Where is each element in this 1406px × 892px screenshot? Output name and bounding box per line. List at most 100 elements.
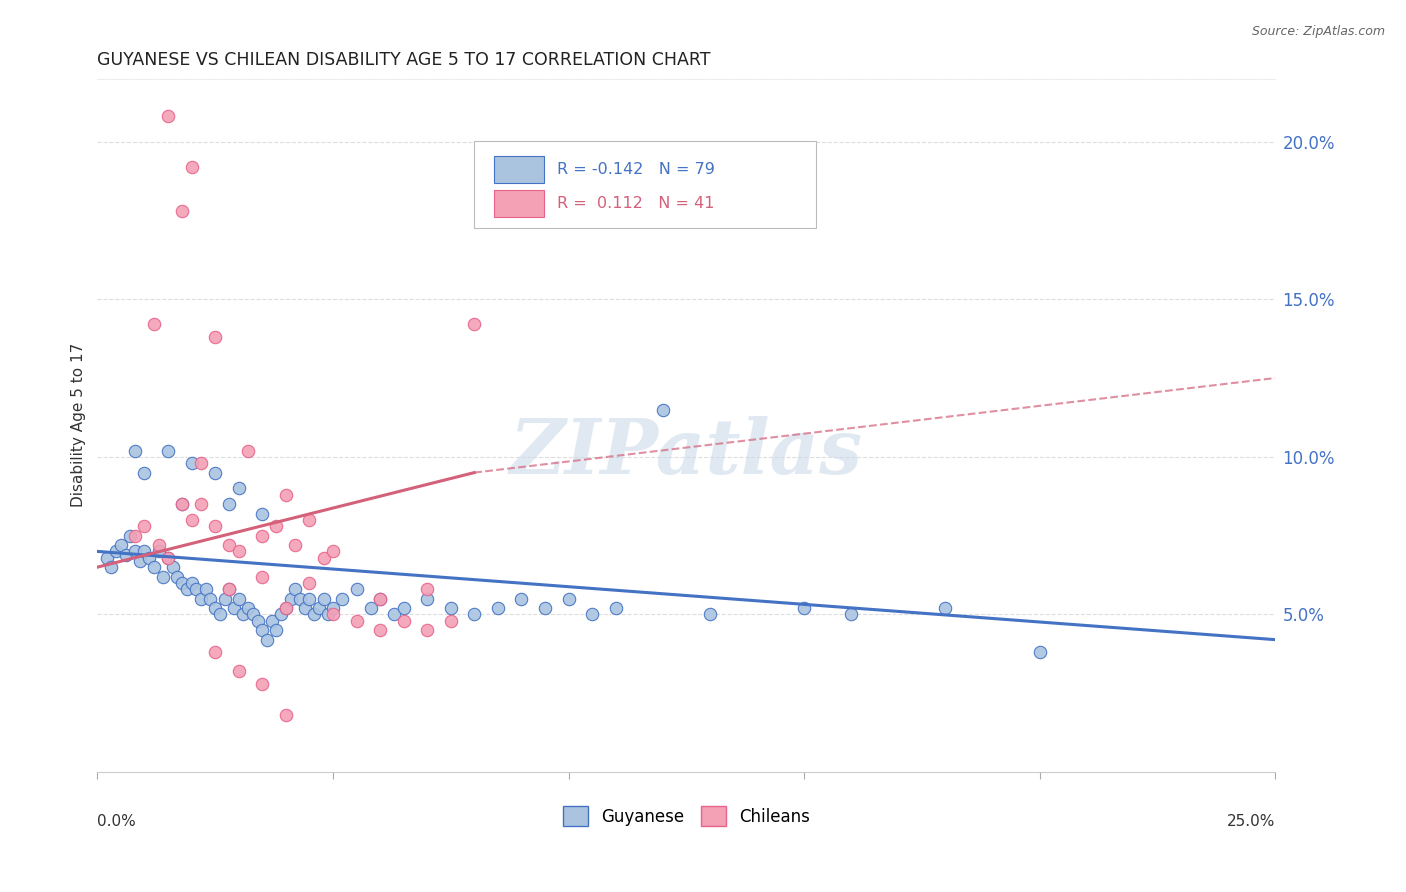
Point	[228, 481, 250, 495]
Point	[180, 160, 202, 174]
Point	[162, 560, 184, 574]
Point	[208, 607, 231, 622]
Point	[252, 677, 274, 691]
Point	[148, 538, 170, 552]
Point	[200, 591, 222, 606]
Text: ZIPatlas: ZIPatlas	[510, 416, 863, 490]
Point	[194, 582, 217, 597]
Point	[134, 519, 156, 533]
Point	[252, 569, 274, 583]
Point	[274, 708, 297, 723]
Point	[246, 614, 269, 628]
Point	[368, 591, 391, 606]
Point	[266, 519, 288, 533]
Point	[322, 601, 344, 615]
Point	[142, 560, 165, 574]
Point	[280, 591, 302, 606]
Point	[346, 614, 368, 628]
Point	[839, 607, 862, 622]
Text: R = -0.142   N = 79: R = -0.142 N = 79	[557, 162, 714, 177]
Point	[124, 528, 146, 542]
Point	[274, 488, 297, 502]
Point	[180, 575, 202, 590]
Point	[416, 624, 439, 638]
Point	[934, 601, 956, 615]
Point	[204, 519, 226, 533]
Bar	[495, 156, 544, 183]
Point	[236, 601, 259, 615]
Point	[416, 591, 439, 606]
Point	[142, 318, 165, 332]
Point	[256, 632, 278, 647]
Point	[440, 601, 463, 615]
Point	[157, 443, 180, 458]
Point	[190, 456, 212, 470]
Point	[605, 601, 627, 615]
Point	[463, 318, 485, 332]
Point	[190, 591, 212, 606]
Point	[134, 466, 156, 480]
Point	[138, 550, 160, 565]
Point	[557, 591, 579, 606]
Point	[228, 591, 250, 606]
Point	[581, 607, 603, 622]
Point	[270, 607, 292, 622]
Point	[346, 582, 368, 597]
Point	[204, 601, 226, 615]
Point	[242, 607, 264, 622]
Point	[218, 497, 240, 511]
Point	[266, 624, 288, 638]
Point	[312, 591, 335, 606]
Point	[486, 601, 509, 615]
Point	[172, 575, 194, 590]
Point	[252, 507, 274, 521]
Point	[228, 544, 250, 558]
Point	[316, 607, 339, 622]
Point	[699, 607, 721, 622]
Point	[274, 601, 297, 615]
Point	[332, 591, 354, 606]
Point	[382, 607, 405, 622]
Point	[180, 456, 202, 470]
Point	[186, 582, 208, 597]
Point	[172, 497, 194, 511]
Point	[322, 544, 344, 558]
Point	[312, 550, 335, 565]
Point	[368, 591, 391, 606]
Point	[214, 591, 236, 606]
Point	[440, 614, 463, 628]
Point	[360, 601, 382, 615]
Text: Source: ZipAtlas.com: Source: ZipAtlas.com	[1251, 25, 1385, 38]
Point	[96, 550, 118, 565]
Point	[463, 607, 485, 622]
Point	[793, 601, 815, 615]
Point	[218, 582, 240, 597]
Text: 0.0%: 0.0%	[97, 814, 136, 829]
Point	[260, 614, 283, 628]
Point	[298, 591, 321, 606]
Point	[120, 528, 142, 542]
Point	[128, 554, 150, 568]
Point	[172, 497, 194, 511]
Point	[288, 591, 311, 606]
Point	[218, 582, 240, 597]
Point	[222, 601, 245, 615]
Point	[176, 582, 198, 597]
Point	[124, 443, 146, 458]
Point	[308, 601, 330, 615]
Point	[302, 607, 325, 622]
Point	[392, 614, 415, 628]
Point	[252, 624, 274, 638]
Point	[232, 607, 254, 622]
Point	[157, 109, 180, 123]
Point	[368, 624, 391, 638]
Text: 25.0%: 25.0%	[1227, 814, 1275, 829]
Point	[298, 513, 321, 527]
Point	[284, 538, 307, 552]
Point	[1028, 645, 1050, 659]
Point	[252, 528, 274, 542]
Point	[110, 538, 132, 552]
Y-axis label: Disability Age 5 to 17: Disability Age 5 to 17	[72, 343, 86, 508]
Point	[148, 544, 170, 558]
Point	[100, 560, 122, 574]
